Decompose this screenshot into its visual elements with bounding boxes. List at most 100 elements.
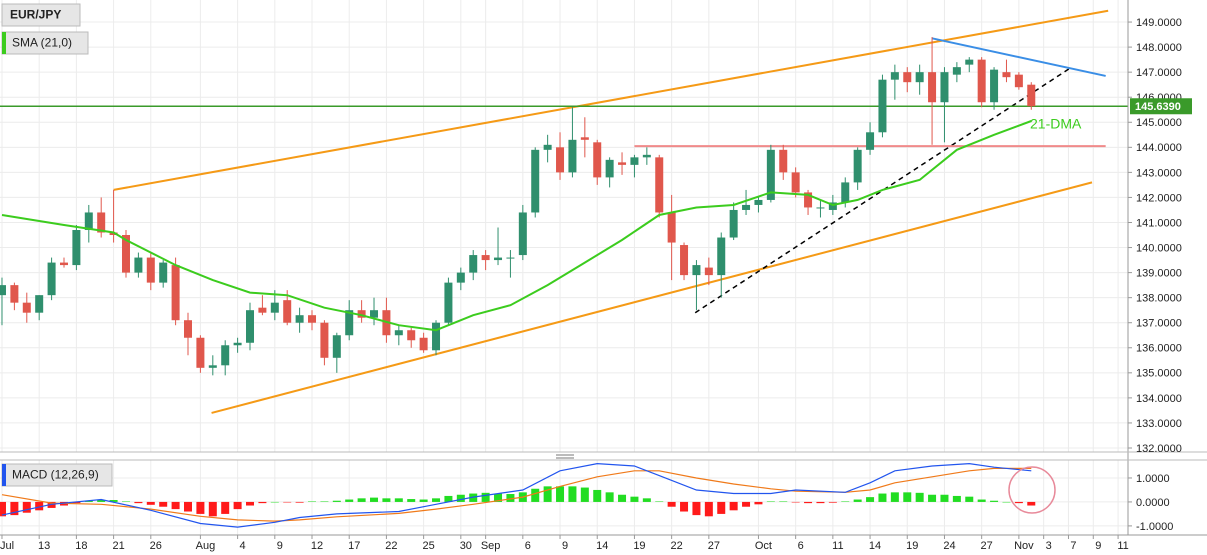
symbol-label: EUR/JPY bbox=[10, 8, 61, 22]
last-price-box bbox=[1130, 98, 1192, 115]
y-tick-label: 132.0000 bbox=[1136, 443, 1182, 455]
y-tick-label: 141.0000 bbox=[1136, 217, 1182, 229]
histogram-bar bbox=[940, 494, 949, 502]
histogram-bar bbox=[655, 501, 664, 502]
candle-body bbox=[159, 262, 168, 283]
sma-annotation: 21-DMA bbox=[1030, 116, 1082, 132]
candle-body bbox=[543, 144, 552, 150]
histogram-bar bbox=[928, 494, 937, 502]
candle-body bbox=[928, 72, 937, 103]
macd-line bbox=[1, 462, 1032, 528]
candle-body bbox=[1014, 74, 1023, 88]
histogram-bar bbox=[630, 496, 639, 502]
candle-body bbox=[940, 72, 949, 103]
histogram-bar bbox=[729, 501, 738, 511]
candle-body bbox=[456, 272, 465, 283]
histogram-bar bbox=[717, 501, 726, 514]
x-tick-label: 3 bbox=[1046, 540, 1052, 552]
histogram-bar bbox=[233, 501, 242, 510]
panel-grip[interactable] bbox=[556, 454, 574, 459]
x-tick-label: 19 bbox=[906, 540, 918, 552]
histogram-bar bbox=[295, 501, 304, 503]
x-tick-label: 6 bbox=[798, 540, 804, 552]
histogram-bar bbox=[407, 499, 416, 502]
candle-body bbox=[704, 267, 713, 276]
candle-body bbox=[196, 337, 205, 368]
histogram-bar bbox=[456, 494, 465, 502]
histogram-bar bbox=[543, 486, 552, 502]
x-tick-label: Jul bbox=[0, 540, 14, 552]
histogram-bar bbox=[196, 501, 205, 514]
histogram-bar bbox=[754, 501, 763, 505]
candle-body bbox=[816, 207, 825, 209]
candle-body bbox=[134, 257, 143, 273]
candle-body bbox=[22, 302, 31, 313]
candle-body bbox=[35, 295, 44, 313]
candle-body bbox=[890, 72, 899, 80]
candle-body bbox=[977, 59, 986, 103]
x-tick-label: 24 bbox=[943, 540, 955, 552]
x-tick-label: 18 bbox=[75, 540, 87, 552]
y-tick-label: 144.0000 bbox=[1136, 142, 1182, 154]
candle-body bbox=[146, 257, 155, 283]
candle-body bbox=[915, 72, 924, 83]
candle-body bbox=[233, 342, 242, 346]
histogram-bar bbox=[382, 498, 391, 502]
histogram-bar bbox=[568, 486, 577, 502]
y-tick-label: -1.0000 bbox=[1136, 521, 1173, 533]
x-tick-label: 9 bbox=[562, 540, 568, 552]
histogram-bar bbox=[704, 501, 713, 517]
x-tick-label: 12 bbox=[311, 540, 323, 552]
candle-body bbox=[432, 322, 441, 351]
histogram-bar bbox=[642, 498, 651, 502]
x-tick-label: 21 bbox=[112, 540, 124, 552]
candle-body bbox=[47, 262, 56, 296]
x-tick-label: 27 bbox=[708, 540, 720, 552]
y-tick-label: 133.0000 bbox=[1136, 418, 1182, 430]
histogram-bar bbox=[146, 501, 155, 505]
x-tick-label: 4 bbox=[240, 540, 246, 552]
x-tick-label: 9 bbox=[277, 540, 283, 552]
candle-body bbox=[394, 330, 403, 336]
histogram-bar bbox=[47, 501, 56, 508]
histogram-bar bbox=[283, 501, 292, 503]
candle-body bbox=[10, 285, 19, 303]
histogram-bar bbox=[394, 498, 403, 502]
symbol-box[interactable] bbox=[1, 3, 81, 27]
candle-body bbox=[692, 265, 701, 276]
histogram-bar bbox=[432, 498, 441, 502]
histogram-bar bbox=[121, 501, 130, 502]
candle-body bbox=[754, 199, 763, 205]
histogram-bar bbox=[208, 501, 217, 517]
histogram-bar bbox=[221, 501, 230, 514]
x-tick-label: 19 bbox=[633, 540, 645, 552]
histogram-bar bbox=[680, 501, 689, 512]
histogram-bar bbox=[556, 486, 565, 502]
histogram-bar bbox=[766, 501, 775, 502]
candle-body bbox=[295, 315, 304, 323]
candle-body bbox=[618, 162, 627, 165]
candle-body bbox=[518, 212, 527, 256]
histogram-bar bbox=[159, 501, 168, 507]
histogram-bar bbox=[965, 496, 974, 502]
histogram-bar bbox=[184, 501, 192, 512]
candle-body bbox=[1002, 72, 1011, 78]
histogram-bar bbox=[22, 501, 31, 513]
histogram-bar bbox=[990, 500, 999, 502]
x-tick-label: 26 bbox=[150, 540, 162, 552]
candle-body bbox=[270, 302, 279, 313]
candle-body bbox=[469, 255, 478, 273]
histogram-bar bbox=[952, 495, 961, 502]
y-tick-label: 139.0000 bbox=[1136, 268, 1182, 280]
candle-body bbox=[878, 79, 887, 133]
histogram-bar bbox=[97, 500, 106, 502]
histogram-bar bbox=[742, 501, 751, 507]
x-tick-label: 30 bbox=[460, 540, 472, 552]
candle-body bbox=[766, 149, 775, 200]
y-tick-label: 149.0000 bbox=[1136, 17, 1182, 29]
histogram-bar bbox=[828, 501, 837, 503]
plot-layer bbox=[0, 9, 1128, 528]
